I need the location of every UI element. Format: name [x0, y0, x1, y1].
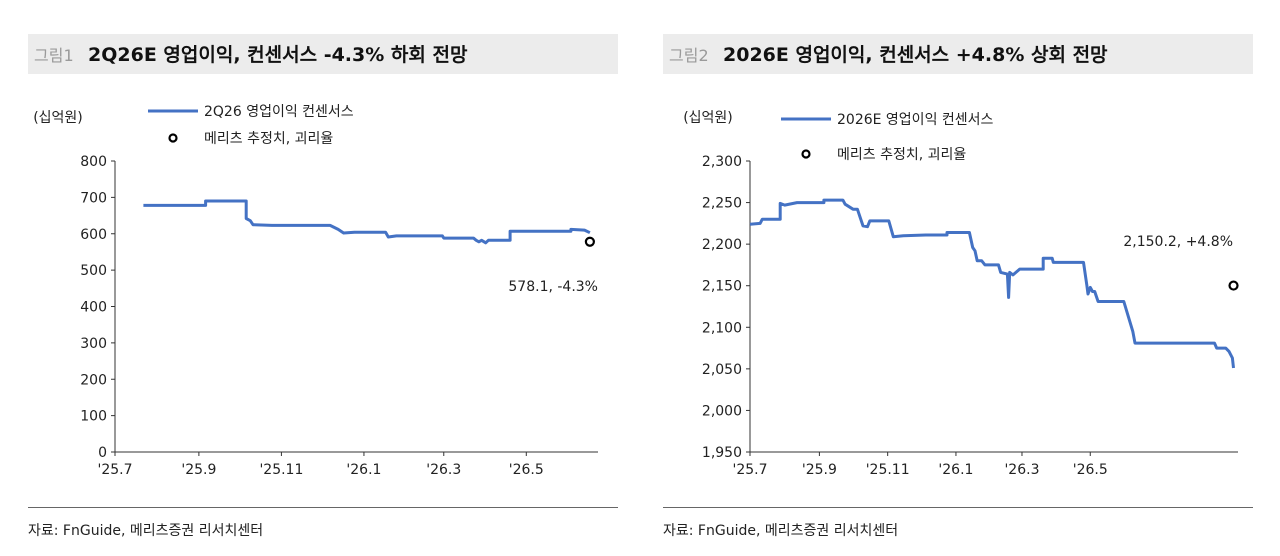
y-tick-label: 2,100: [702, 320, 742, 336]
x-tick-label: '26.1: [346, 462, 381, 478]
x-tick-label: '25.9: [802, 462, 837, 478]
x-tick-label: '26.1: [938, 462, 973, 478]
y-tick-label: 2,150: [702, 279, 742, 295]
legend-marker-swatch: [168, 133, 178, 143]
figure-2-source-divider: [663, 507, 1253, 508]
x-tick-label: '25.9: [181, 462, 216, 478]
figure-2-tag: 그림2: [669, 46, 709, 65]
y-tick-label: 800: [80, 154, 107, 170]
figure-1-title-bar: 그림1 2Q26E 영업이익, 컨센서스 -4.3% 하회 전망: [28, 34, 618, 74]
figure-1-panel: 그림1 2Q26E 영업이익, 컨센서스 -4.3% 하회 전망 (십억원) 80…: [28, 0, 618, 556]
x-tick-label: '25.7: [732, 462, 767, 478]
y-tick-label: 500: [80, 263, 107, 279]
legend-label-estimate: 메리츠 추정치, 괴리율: [204, 131, 333, 147]
y-tick-label: 600: [80, 227, 107, 243]
estimate-data-label: 2,150.2, +4.8%: [1123, 234, 1233, 250]
figure-1-chart: (십억원) 800 700 600 500 400 300 200 100 0'25.7 '25.9…: [33, 104, 598, 478]
figure-2-panel: 그림2 2026E 영업이익, 컨센서스 +4.8% 상회 전망 (십억원) 2,…: [663, 0, 1253, 556]
figure-1-source: 자료: FnGuide, 메리츠증권 리서치센터: [28, 523, 264, 539]
meritz-estimate-point: [584, 236, 595, 247]
consensus-line: [143, 199, 591, 245]
y-tick-label: 2,050: [702, 362, 742, 378]
y-tick-label: 300: [80, 336, 107, 352]
x-tick-label: '26.5: [509, 462, 544, 478]
x-tick-label: '26.5: [1073, 462, 1108, 478]
y-tick-label: 1,950: [702, 445, 742, 461]
x-tick-label: '26.3: [1004, 462, 1039, 478]
x-tick-label: '25.11: [866, 462, 910, 478]
y-tick-label: 2,000: [702, 403, 742, 419]
y-tick-label: 200: [80, 372, 107, 388]
figure-2-chart: (십억원) 2,300 2,250 2,200 2,150 2,100 2,050 2,000…: [683, 110, 1239, 478]
x-tick-label: '25.7: [97, 462, 132, 478]
y-tick-label: 100: [80, 409, 107, 425]
figure-1-title: 2Q26E 영업이익, 컨센서스 -4.3% 하회 전망: [88, 44, 468, 66]
meritz-estimate-point: [1228, 280, 1239, 291]
x-tick-label: '26.3: [426, 462, 461, 478]
figure-2-source: 자료: FnGuide, 메리츠증권 리서치센터: [663, 523, 899, 539]
y-unit-label: (십억원): [33, 110, 83, 126]
legend-label-estimate: 메리츠 추정치, 괴리율: [837, 147, 966, 163]
figure-2-title: 2026E 영업이익, 컨센서스 +4.8% 상회 전망: [723, 44, 1108, 66]
legend-marker-swatch: [801, 149, 811, 159]
y-tick-label: 400: [80, 300, 107, 316]
legend-label-consensus: 2Q26 영업이익 컨센서스: [204, 104, 354, 120]
y-tick-label: 2,200: [702, 237, 742, 253]
figure-1-source-divider: [28, 507, 618, 508]
figure-2-title-bar: 그림2 2026E 영업이익, 컨센서스 +4.8% 상회 전망: [663, 34, 1253, 74]
consensus-line: [749, 198, 1235, 369]
figure-1-tag: 그림1: [34, 46, 74, 65]
y-tick-label: 0: [98, 445, 107, 461]
legend-label-consensus: 2026E 영업이익 컨센서스: [837, 112, 994, 128]
y-tick-label: 700: [80, 190, 107, 206]
y-tick-label: 2,300: [702, 154, 742, 170]
y-tick-label: 2,250: [702, 196, 742, 212]
estimate-data-label: 578.1, -4.3%: [508, 279, 598, 295]
y-unit-label: (십억원): [683, 110, 733, 126]
x-tick-label: '25.11: [259, 462, 303, 478]
